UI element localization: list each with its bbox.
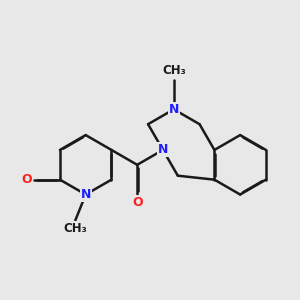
Text: CH₃: CH₃: [162, 64, 186, 77]
Text: N: N: [80, 188, 91, 201]
Text: O: O: [132, 196, 142, 209]
Text: N: N: [169, 103, 179, 116]
Text: CH₃: CH₃: [63, 222, 87, 235]
Text: N: N: [158, 143, 168, 156]
Text: O: O: [21, 173, 32, 186]
